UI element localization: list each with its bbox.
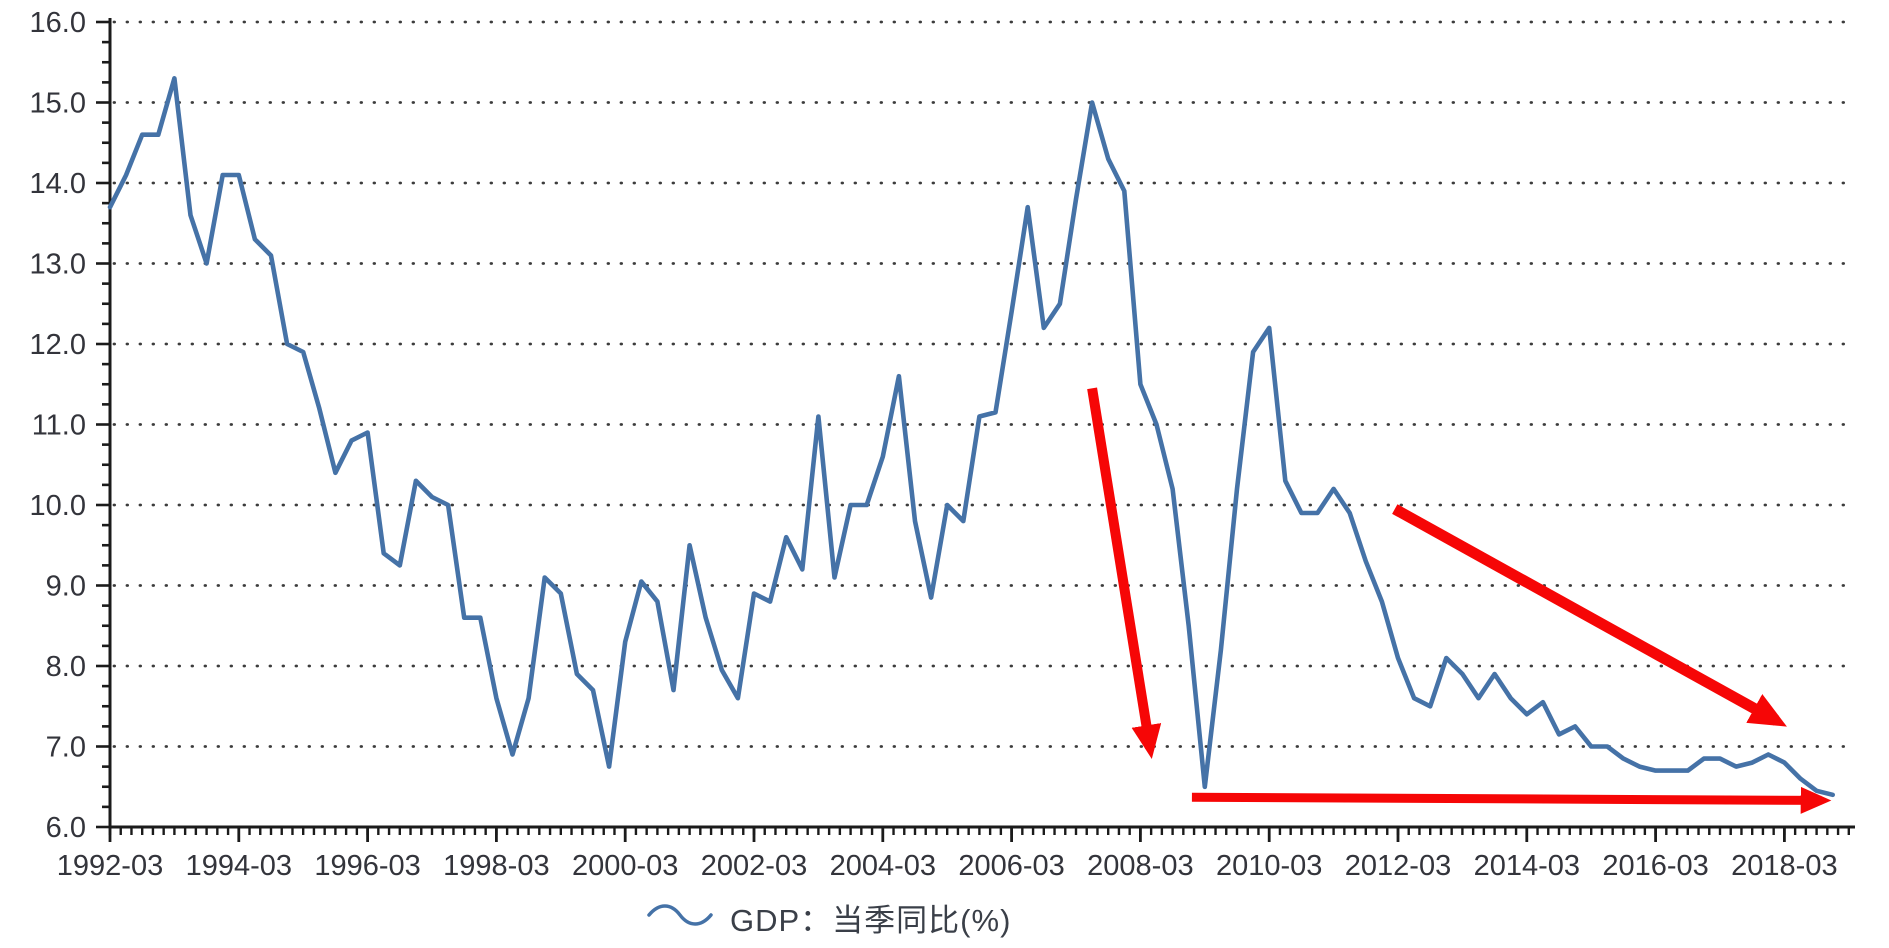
x-tick-label: 2014-03 (1474, 850, 1580, 882)
x-tick-label: 2018-03 (1731, 850, 1837, 882)
x-tick-label: 2010-03 (1216, 850, 1322, 882)
y-tick-label: 7.0 (46, 732, 86, 764)
x-tick-label: 2004-03 (830, 850, 936, 882)
x-tick-label: 2016-03 (1602, 850, 1708, 882)
y-tick-label: 12.0 (30, 329, 86, 361)
slowdown-arrow-annotation (1392, 504, 1787, 727)
gridlines (112, 20, 1857, 748)
y-tick-label: 16.0 (30, 7, 86, 39)
y-tick-label: 14.0 (30, 168, 86, 200)
y-tick-label: 10.0 (30, 490, 86, 522)
gdp-series-line (107, 76, 1835, 798)
axes (96, 18, 1855, 842)
x-tick-label: 2006-03 (958, 850, 1064, 882)
x-tick-label: 2008-03 (1087, 850, 1193, 882)
y-tick-label: 8.0 (46, 651, 86, 683)
x-tick-label: 2000-03 (572, 850, 678, 882)
x-tick-label: 2012-03 (1345, 850, 1451, 882)
legend-line-icon (647, 904, 713, 926)
x-tick-label: 1994-03 (186, 850, 292, 882)
y-tick-label: 11.0 (32, 410, 86, 442)
floor-arrow-annotation (1191, 786, 1832, 814)
y-tick-label: 9.0 (46, 571, 86, 603)
y-tick-label: 13.0 (30, 249, 86, 281)
legend-label: GDP：当季同比(%) (730, 902, 1012, 938)
y-axis-labels: 16.0 15.0 14.0 13.0 12.0 11.0 10.0 9.0 8.0 7.0 6.0 (30, 7, 86, 844)
x-tick-label: 1992-03 (57, 850, 163, 882)
crisis-drop-arrow-annotation (1087, 387, 1162, 759)
x-tick-label: 1998-03 (443, 850, 549, 882)
x-tick-label: 1996-03 (314, 850, 420, 882)
y-tick-label: 6.0 (46, 812, 86, 844)
y-tick-label: 15.0 (30, 88, 86, 120)
legend: GDP：当季同比(%) (646, 893, 1011, 941)
x-tick-label: 2002-03 (701, 850, 807, 882)
x-axis-labels: 1992-03 1994-03 1996-03 1998-03 2000-03 2002-… (57, 850, 1838, 882)
